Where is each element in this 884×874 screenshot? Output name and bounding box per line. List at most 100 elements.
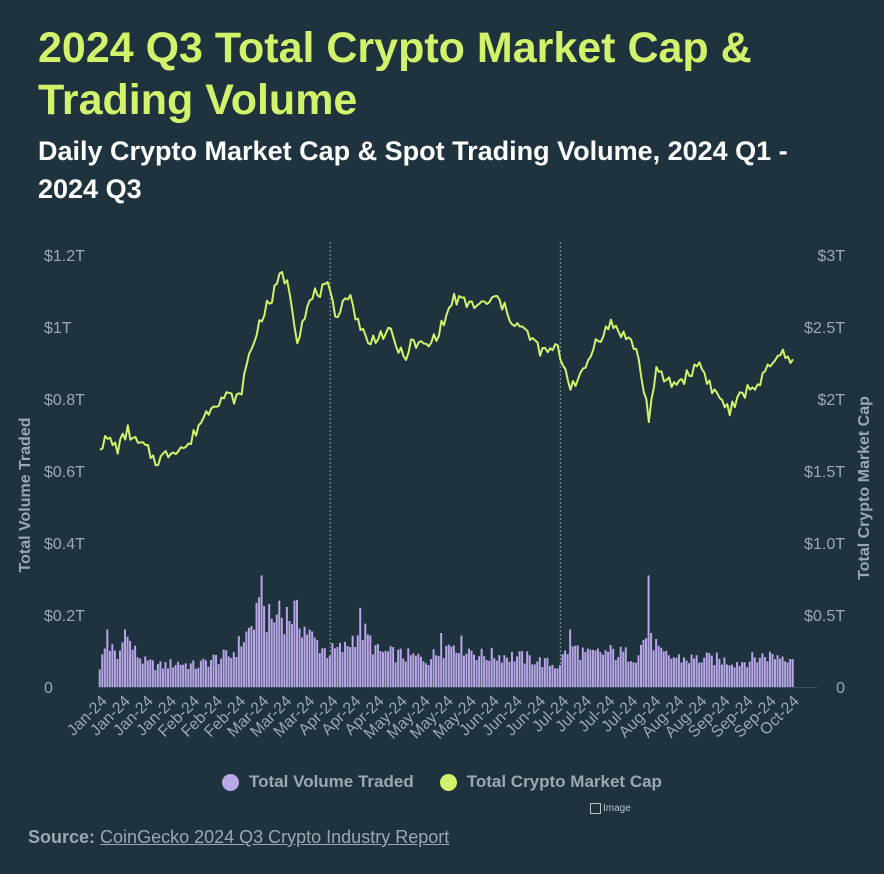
volume-bar: [612, 648, 615, 687]
volume-bar: [569, 629, 572, 687]
volume-bar: [725, 664, 728, 687]
volume-bar: [786, 662, 789, 687]
volume-bar: [351, 635, 354, 687]
volume-bar: [546, 657, 549, 687]
volume-bar: [258, 597, 261, 687]
volume-bar: [614, 659, 617, 687]
volume-bar: [184, 663, 187, 687]
volume-bar: [695, 655, 698, 687]
volume-bar: [445, 645, 448, 687]
volume-bar: [508, 661, 511, 687]
volume-bar: [235, 656, 238, 687]
volume-bar: [192, 660, 195, 687]
volume-bar: [708, 653, 711, 687]
volume-bar: [629, 661, 632, 687]
volume-bar: [581, 647, 584, 687]
volume-bar: [296, 599, 298, 687]
volume-bar: [265, 632, 268, 687]
legend-item-volume[interactable]: Total Volume Traded: [222, 772, 414, 792]
volume-bar: [316, 640, 319, 687]
volume-bar: [376, 644, 379, 687]
volume-bar: [741, 662, 744, 687]
volume-bar: [559, 665, 562, 687]
volume-bar: [617, 657, 620, 687]
volume-bar: [161, 668, 164, 687]
right-axis-tick-label: $1.5T: [804, 464, 845, 481]
volume-bar: [379, 651, 382, 687]
volume-bar: [298, 628, 301, 687]
volume-bar: [199, 660, 202, 687]
volume-bar: [473, 654, 476, 687]
source-link[interactable]: CoinGecko 2024 Q3 Crypto Industry Report: [100, 827, 450, 847]
left-axis-tick-label: $0.6T: [44, 464, 85, 481]
volume-bar: [349, 647, 352, 687]
volume-bar: [771, 653, 774, 687]
volume-bar: [538, 657, 541, 687]
volume-bar: [599, 652, 602, 687]
page-subtitle: Daily Crypto Market Cap & Spot Trading V…: [38, 136, 788, 204]
volume-bar: [622, 651, 625, 687]
right-axis-tick-label: $3T: [817, 248, 845, 265]
volume-bar: [650, 633, 653, 687]
volume-bar: [698, 662, 701, 687]
volume-bar: [141, 663, 144, 687]
volume-bar: [430, 659, 433, 687]
volume-bar: [632, 662, 635, 687]
volume-bar: [139, 658, 142, 687]
right-axis-tick-label: $0.5T: [804, 608, 845, 625]
volume-bar: [344, 641, 347, 687]
volume-bar: [495, 660, 498, 687]
volume-bar: [521, 651, 524, 687]
volume-bar: [447, 644, 450, 687]
volume-bar: [177, 661, 180, 687]
volume-bar: [551, 664, 554, 687]
volume-bar: [523, 663, 526, 687]
volume-bar: [657, 645, 660, 687]
legend-item-market-cap[interactable]: Total Crypto Market Cap: [439, 772, 662, 792]
volume-bar: [607, 651, 610, 687]
volume-bar: [465, 653, 468, 687]
volume-bar: [715, 652, 718, 687]
volume-bar: [189, 663, 192, 687]
volume-bar: [693, 658, 696, 687]
volume-bar: [731, 664, 734, 687]
volume-bar: [341, 651, 344, 687]
volume-bar: [129, 640, 132, 687]
volume-bar: [768, 651, 771, 687]
volume-bar: [574, 645, 577, 687]
volume-bar: [576, 645, 579, 687]
volume-bar: [194, 668, 197, 687]
volume-bar: [215, 655, 218, 687]
volume-bar: [301, 637, 304, 687]
volume-bar: [634, 662, 637, 687]
volume-bar: [763, 657, 766, 687]
volume-bar: [402, 658, 405, 687]
volume-bar: [273, 622, 276, 687]
volume-bar: [151, 660, 154, 687]
volume-bar: [556, 668, 559, 687]
volume-bar: [627, 661, 630, 687]
volume-bar: [217, 664, 220, 687]
volume-bar: [665, 650, 668, 687]
volume-bar: [382, 652, 384, 687]
volume-bar: [149, 659, 152, 687]
volume-bar: [106, 629, 109, 687]
volume-bar: [387, 651, 390, 687]
volume-bar: [548, 666, 551, 687]
volume-bar: [232, 652, 235, 687]
volume-bar: [639, 644, 642, 687]
volume-bar: [536, 661, 539, 687]
volume-bar: [288, 621, 291, 687]
right-axis-tick-label: $2T: [817, 392, 845, 409]
volume-bar: [518, 651, 521, 687]
volume-bar: [591, 649, 594, 687]
volume-bar: [791, 659, 794, 687]
volume-bar: [662, 651, 665, 687]
volume-bar: [758, 657, 761, 687]
volume-bar: [483, 656, 486, 687]
volume-bar: [493, 658, 496, 687]
volume-bar: [470, 650, 473, 687]
volume-bar: [212, 654, 215, 687]
volume-bar: [781, 656, 784, 687]
volume-bar: [437, 655, 440, 687]
